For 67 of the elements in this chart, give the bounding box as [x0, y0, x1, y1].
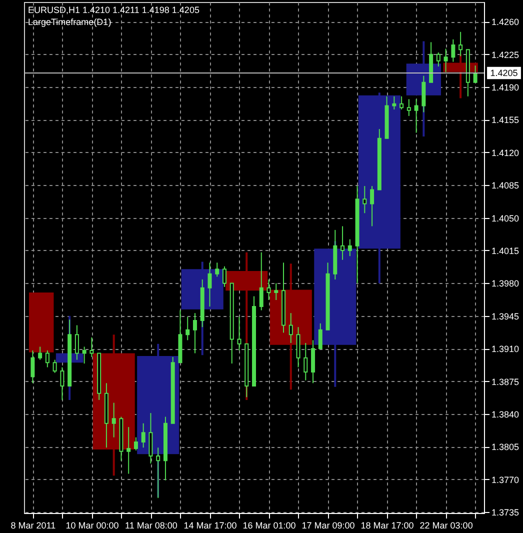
- y-tick-label: 1.3945: [492, 311, 520, 322]
- y-tick-label: 1.4225: [492, 50, 520, 60]
- x-tick-label: 11 Mar 08:00: [125, 520, 178, 530]
- candlestick: [45, 350, 50, 368]
- x-tick-label: 14 Mar 17:00: [184, 520, 237, 530]
- chart-title: EURUSD,H1 1.4210 1.4211 1.4198 1.4205: [28, 5, 200, 15]
- candlestick: [38, 346, 42, 360]
- candlestick: [215, 262, 220, 278]
- x-tick-label: 16 Mar 01:00: [242, 520, 296, 530]
- candlestick: [473, 65, 478, 83]
- candlestick: [358, 92, 400, 284]
- candlestick: [148, 412, 153, 464]
- y-tick-label: 1.4015: [492, 246, 520, 256]
- candlestick: [208, 262, 212, 308]
- y-tick-label: 1.4155: [492, 115, 520, 126]
- candlestick: [304, 342, 308, 381]
- candlestick: [311, 340, 316, 384]
- y-tick-label: 1.3875: [492, 376, 520, 387]
- candlestick: [52, 359, 57, 374]
- y-tick-label: 1.4260: [492, 17, 520, 28]
- y-tick-label: 1.4190: [492, 82, 520, 93]
- candlestick: [112, 402, 116, 438]
- candlestick: [400, 96, 404, 110]
- candlestick: [74, 324, 79, 360]
- candlestick: [288, 312, 293, 344]
- candlestick: [237, 316, 242, 351]
- y-tick-label: 1.4050: [492, 213, 520, 224]
- candlestick: [406, 98, 411, 116]
- candlestick: [192, 312, 197, 354]
- candlestick: [266, 278, 271, 301]
- x-tick-label: 8 Mar 2011: [10, 520, 56, 530]
- y-tick-label: 1.3910: [492, 344, 520, 354]
- candlestick: [259, 252, 264, 311]
- y-tick-label: 1.4085: [492, 180, 520, 191]
- y-tick-label: 1.3770: [492, 474, 520, 485]
- candlestick: [444, 48, 448, 73]
- candlestick: [60, 366, 64, 400]
- x-tick-label: 17 Mar 09:00: [302, 520, 355, 530]
- ref-line-label: 1.4205: [490, 68, 518, 78]
- candlestick: [296, 326, 300, 368]
- candlestick: [222, 266, 226, 288]
- y-tick-label: 1.4120: [492, 148, 520, 158]
- y-tick-label: 1.3735: [492, 508, 520, 518]
- x-tick-label: 18 Mar 17:00: [360, 520, 414, 530]
- candlestick: [30, 350, 35, 384]
- candlestick: [126, 426, 131, 474]
- y-tick-label: 1.3840: [492, 409, 520, 420]
- candlestick: [414, 98, 418, 134]
- x-tick-label: 22 Mar 03:00: [420, 520, 473, 530]
- candlestick: [186, 316, 190, 341]
- candlestick: [90, 336, 94, 358]
- candlestick: [436, 52, 440, 67]
- candlestick: [340, 226, 345, 260]
- candlestick: [392, 96, 396, 110]
- x-tick-label: 10 Mar 00:00: [66, 520, 119, 530]
- candlestick: [370, 186, 374, 227]
- text: LargeTimeframe(D1): [28, 17, 112, 27]
- y-tick-label: 1.3980: [492, 278, 520, 289]
- candlestick: [141, 422, 146, 448]
- candlestick: [318, 322, 322, 350]
- candlestick: [348, 238, 352, 257]
- candlestick: [134, 436, 138, 451]
- candlestick: [82, 346, 86, 364]
- candlestick: [451, 38, 456, 62]
- y-tick-label: 1.3805: [492, 442, 520, 452]
- candlestick: [362, 186, 367, 214]
- candlestick: [274, 282, 278, 301]
